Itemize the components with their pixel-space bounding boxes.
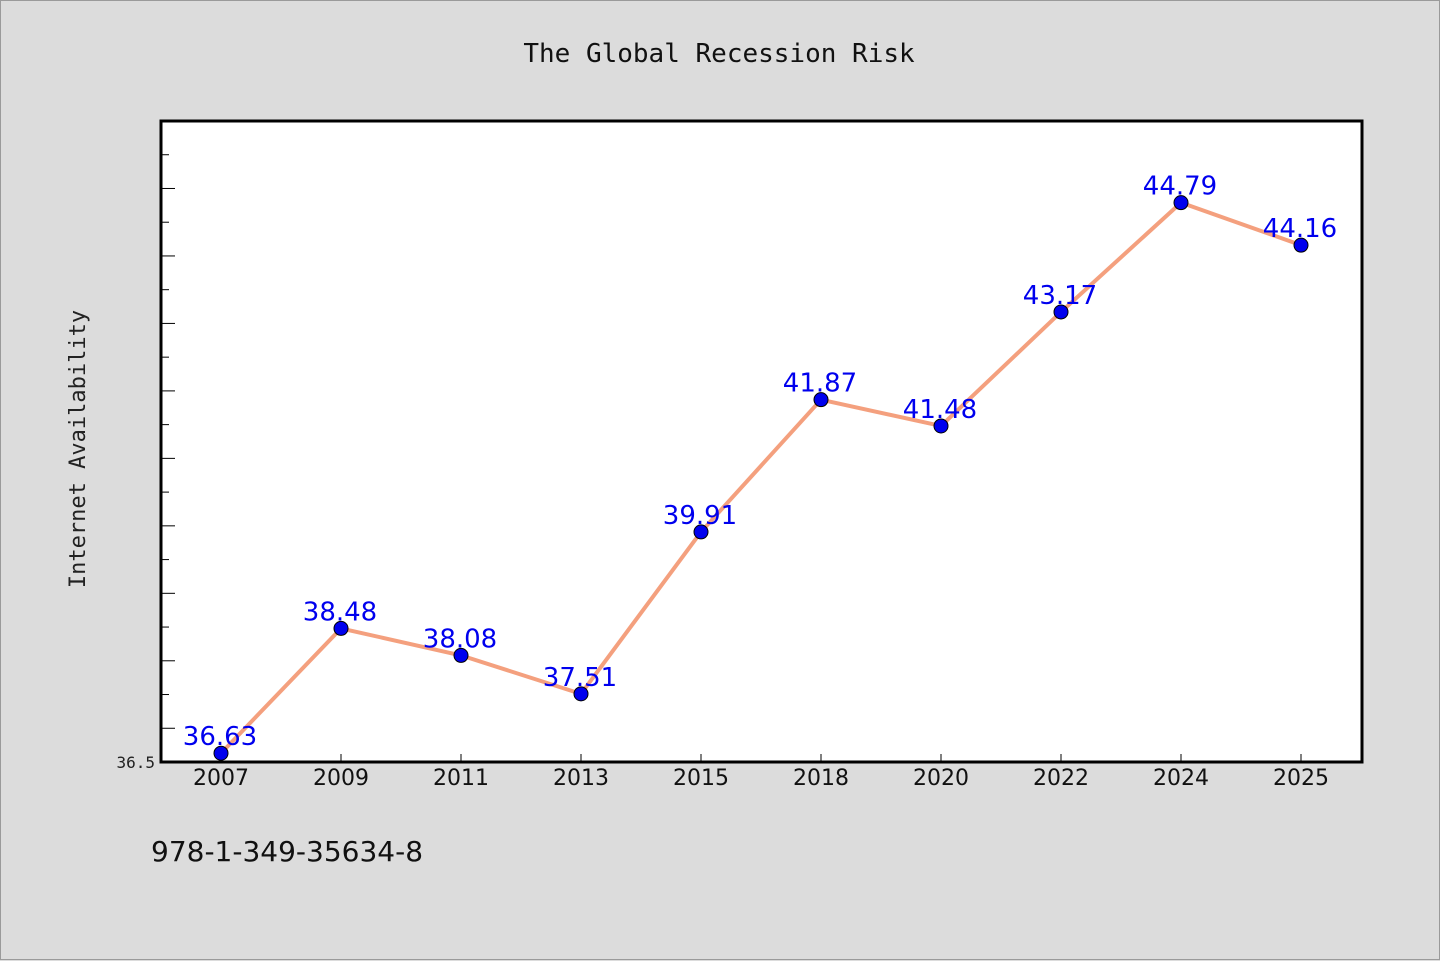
data-point	[213, 745, 229, 761]
chart-title: The Global Recession Risk	[523, 39, 915, 69]
x-tick-label: 2022	[1033, 766, 1089, 791]
x-tick-label: 2015	[673, 766, 729, 791]
plot-border	[159, 119, 1364, 764]
data-label: 41.87	[783, 369, 857, 399]
data-label: 41.48	[903, 395, 977, 425]
y-axis-label: Internet Availability	[66, 310, 91, 588]
x-tick-label: 2025	[1273, 766, 1329, 791]
data-point	[813, 392, 829, 408]
data-label: 37.51	[543, 663, 617, 693]
series-line	[219, 200, 1302, 755]
x-tick-label: 2024	[1153, 766, 1209, 791]
data-point	[693, 524, 709, 540]
data-labels-layer: 36.63 38.48 38.08 37.51 39.91 41.87 41.48 43.17…	[183, 172, 1337, 753]
data-label: 39.91	[663, 501, 737, 531]
plot-area	[161, 121, 1362, 762]
data-points-layer	[213, 195, 1309, 761]
x-tick-label: 2018	[793, 766, 849, 791]
series-line-layer	[219, 200, 1302, 755]
data-point	[453, 647, 469, 663]
data-label: 44.16	[1263, 214, 1337, 244]
footer-isbn: 978-1-349-35634-8	[151, 835, 424, 868]
data-label: 36.63	[183, 722, 257, 752]
x-axis-ticks: 2007 2009 2011 2013 2015 2018 2020 2022 2024 2025	[193, 754, 1329, 791]
x-tick-label: 2013	[553, 766, 609, 791]
x-tick-label: 2007	[193, 766, 249, 791]
data-point	[1293, 237, 1309, 253]
y-axis-ticks: 36.5	[116, 120, 175, 772]
x-tick-label: 2011	[433, 766, 489, 791]
data-point	[1173, 195, 1189, 211]
x-tick-label: 2009	[313, 766, 369, 791]
y-tick-label: 36.5	[116, 753, 155, 772]
x-tick-label: 2020	[913, 766, 969, 791]
data-point	[1053, 304, 1069, 320]
data-label: 38.08	[423, 624, 497, 654]
data-point	[333, 620, 349, 636]
data-point	[573, 686, 589, 702]
data-label: 38.48	[303, 597, 377, 627]
data-point	[933, 418, 949, 434]
data-label: 43.17	[1023, 281, 1097, 311]
data-label: 44.79	[1143, 172, 1217, 202]
